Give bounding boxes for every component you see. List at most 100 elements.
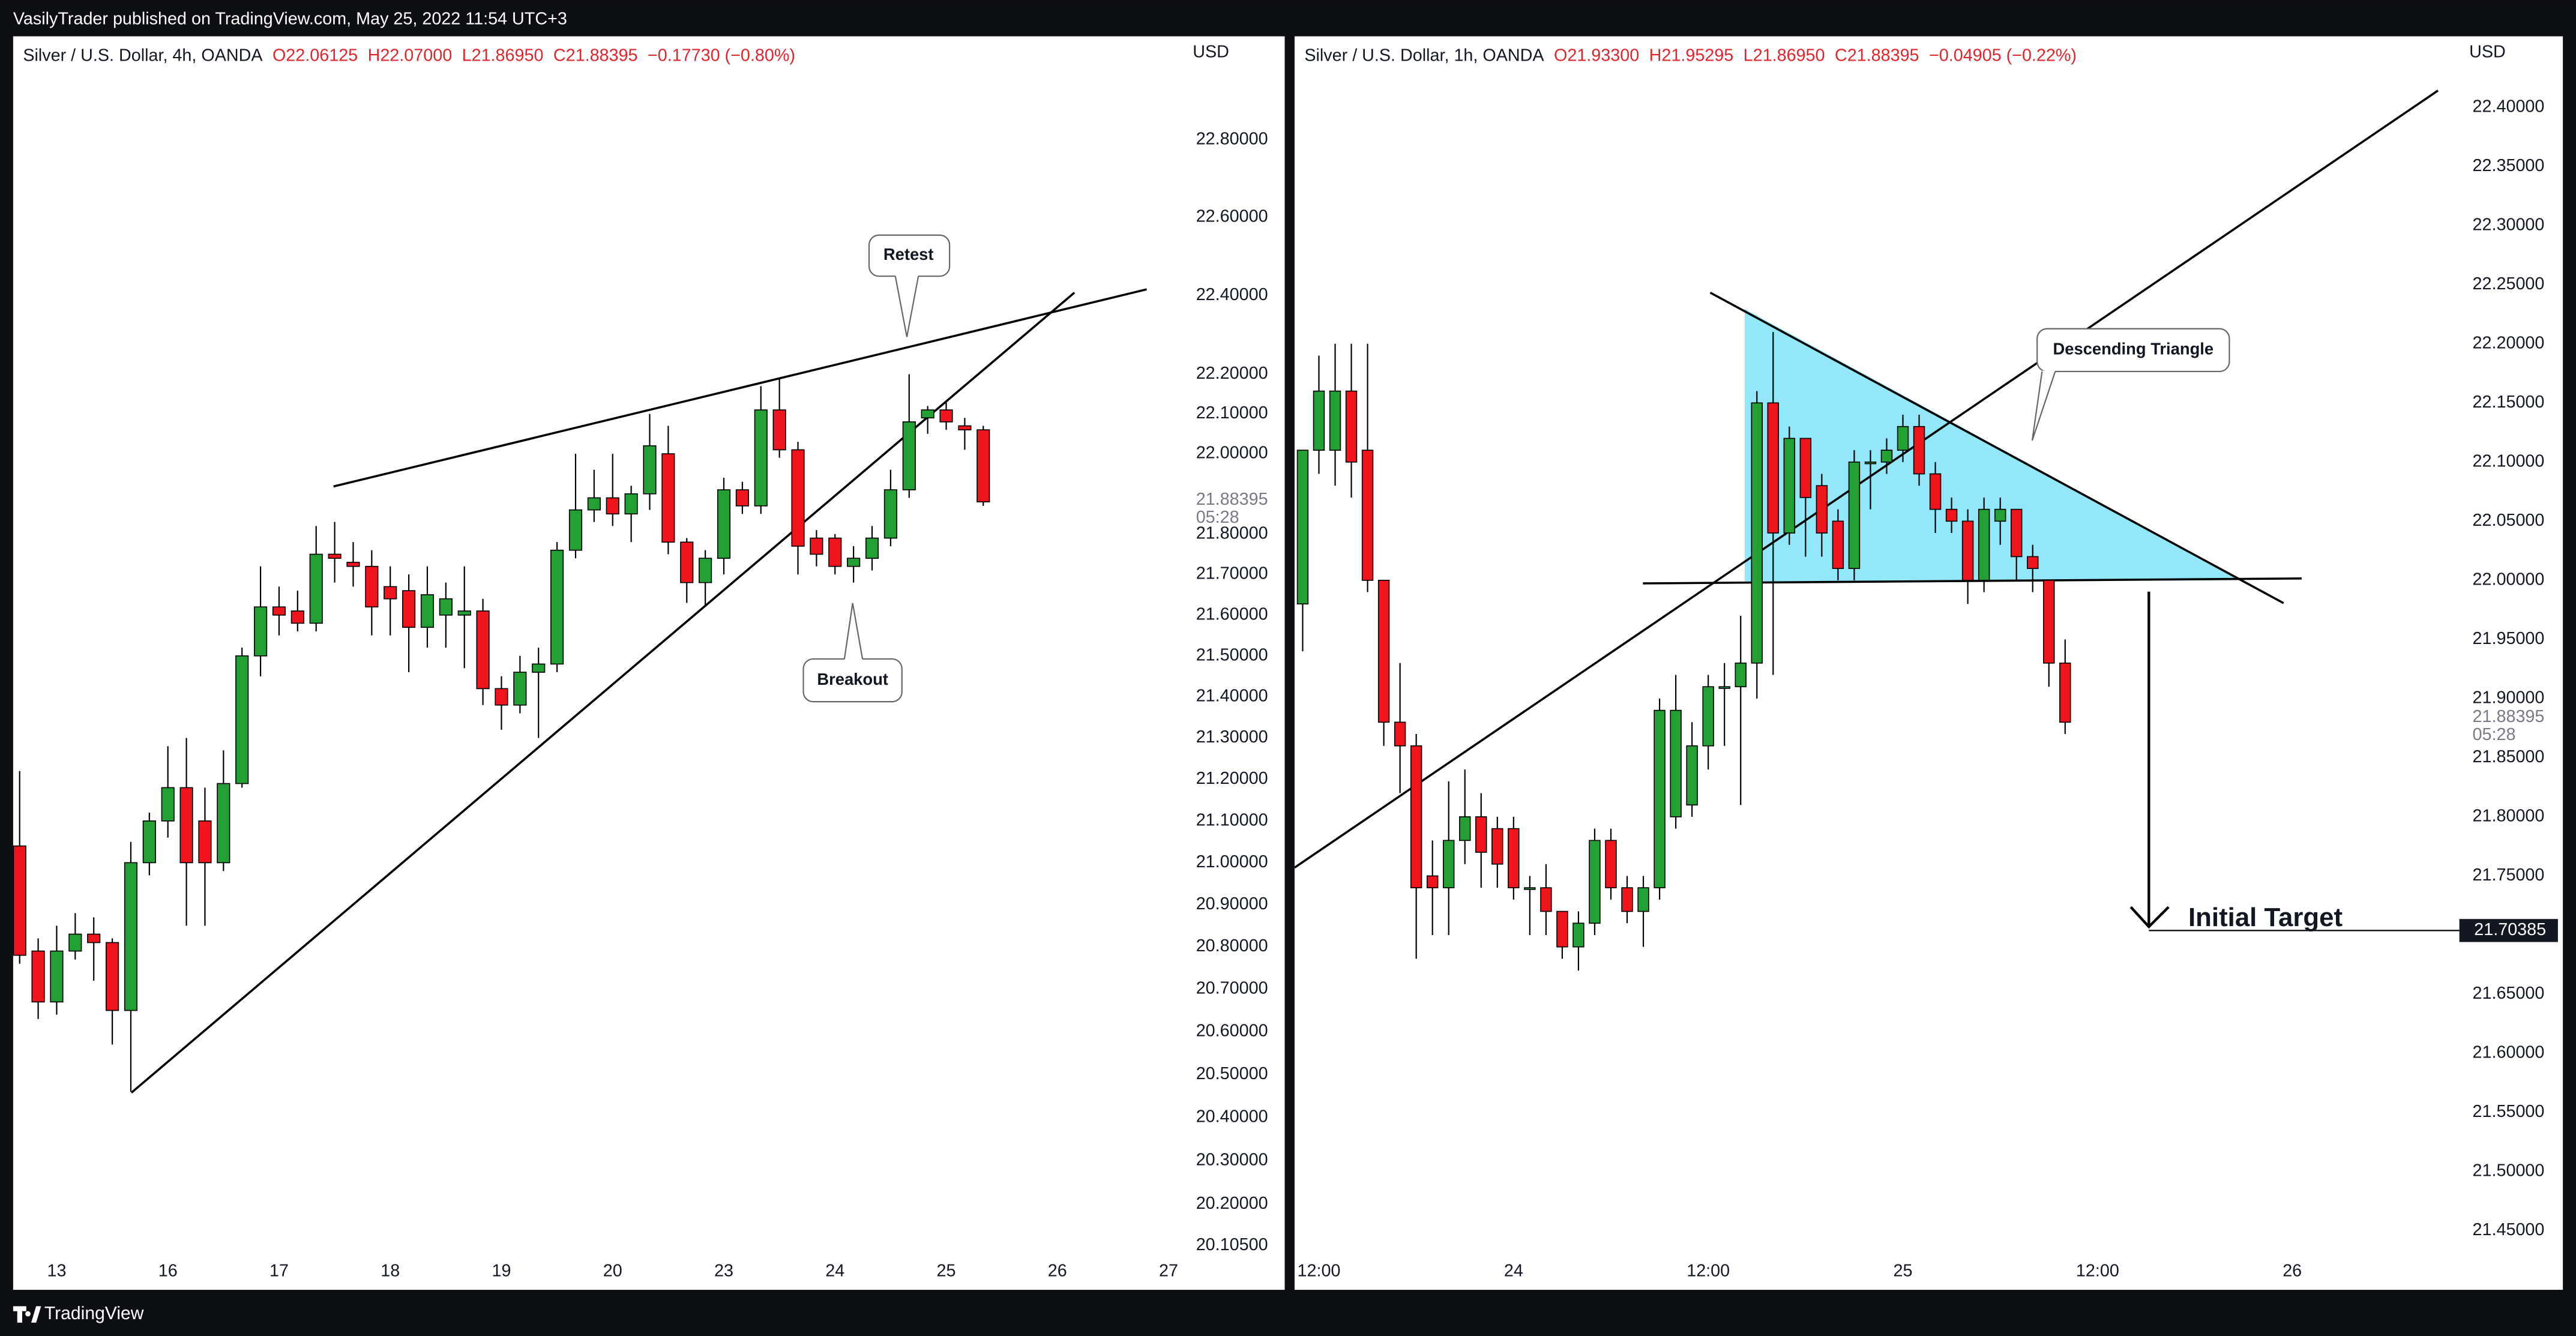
candle-body [680, 541, 694, 583]
candle-body [1524, 887, 1536, 890]
x-tick-label: 19 [492, 1262, 511, 1281]
candle-body [309, 553, 323, 624]
y-tick-label: 21.60000 [1196, 604, 1268, 624]
arrow-head [2129, 906, 2170, 929]
legend-item: O22.06125 [272, 46, 358, 65]
candle-body [902, 421, 916, 490]
target-price-bg [2459, 919, 2558, 942]
candle-body [1572, 922, 1584, 948]
candle-body [13, 845, 26, 956]
y-tick-label: 21.30000 [1196, 727, 1268, 747]
candle-body [124, 862, 138, 1011]
last-price-bg [1191, 489, 1277, 523]
candle-body [532, 663, 546, 673]
countdown: 05:28 [2473, 725, 2516, 744]
candle-body [791, 449, 805, 547]
candle-body [1767, 402, 1780, 534]
candle-body [643, 445, 657, 495]
upper-trendline [333, 288, 1148, 488]
y-tick-label: 21.95000 [2473, 629, 2545, 648]
legend-item: L21.86950 [1744, 46, 1825, 65]
candle-body [1735, 662, 1747, 688]
candle-body [106, 942, 119, 1011]
right-panel [1294, 36, 2563, 1290]
candle-body [1978, 508, 1990, 581]
candle-body [235, 655, 249, 784]
candle-body [198, 820, 212, 864]
annotation: Retest [883, 245, 934, 263]
last-price: 21.88395 [2473, 707, 2545, 726]
candle-body [1345, 390, 1358, 463]
candle-body [1702, 686, 1714, 747]
legend-item: C21.88395 [553, 46, 638, 65]
candle-body [1637, 887, 1649, 912]
candle-body [1589, 840, 1601, 924]
candle-body [1621, 887, 1633, 912]
y-tick-label: 20.50000 [1196, 1064, 1268, 1083]
y-tick-label: 22.35000 [2473, 156, 2545, 175]
ascending-line [1293, 89, 2439, 869]
y-tick-label: 22.10000 [1196, 403, 1268, 423]
left-panel [13, 36, 1285, 1290]
y-tick-label: 20.80000 [1196, 936, 1268, 955]
y-tick-label: 22.25000 [2473, 274, 2545, 293]
legend-item: C21.88395 [1835, 46, 1919, 65]
chart-layer: Silver / U.S. Dollar, 4h, OANDA O22.06125… [13, 42, 2558, 1281]
x-tick-label: 12:00 [2076, 1262, 2119, 1281]
x-tick-label: 26 [2283, 1262, 2302, 1281]
candle-body [606, 497, 619, 515]
last-price: 21.88395 [1196, 490, 1268, 509]
x-tick-label: 20 [603, 1262, 622, 1281]
candle-body [346, 562, 360, 567]
candle-body [699, 558, 712, 583]
y-tick-label: 20.70000 [1196, 979, 1268, 998]
legend: Silver / U.S. Dollar, 4h, OANDA O22.06125… [23, 46, 795, 65]
y-tick-label: 21.50000 [2473, 1161, 2545, 1181]
y-tick-label: 20.20000 [1196, 1194, 1268, 1213]
candle-body [568, 509, 583, 551]
x-tick-label: 17 [269, 1262, 289, 1281]
legend: Silver / U.S. Dollar, 1h, OANDA O21.93300… [1304, 46, 2077, 65]
candle-body [50, 950, 64, 1003]
y-tick-label: 21.90000 [2473, 688, 2545, 707]
footer-brand: TradingView [44, 1304, 144, 1323]
candle-body [977, 429, 990, 502]
footer-logo [13, 1306, 41, 1323]
x-tick-label: 13 [47, 1262, 66, 1281]
candle-body [1961, 520, 1974, 581]
candle-body [847, 558, 861, 567]
candle-body [1475, 816, 1487, 853]
candle-body [1913, 426, 1925, 475]
legend-item: H21.95295 [1649, 46, 1734, 65]
y-tick-label: 21.10000 [1196, 810, 1268, 829]
y-tick-label: 20.30000 [1196, 1151, 1268, 1170]
legend-item: Silver / U.S. Dollar, 4h, OANDA [23, 46, 263, 65]
candle-body [1929, 473, 1942, 510]
candle-body [1654, 709, 1666, 888]
candle-body [958, 425, 972, 431]
candle-body [495, 688, 508, 706]
candle-body [1296, 450, 1309, 605]
candle-body [1848, 462, 1861, 569]
y-tick-label: 22.00000 [1196, 444, 1268, 463]
y-tick-label: 22.30000 [2473, 215, 2545, 234]
left-drawings [130, 288, 1148, 1094]
x-tick-label: 26 [1048, 1262, 1067, 1281]
candle-body [513, 672, 527, 706]
candle-body [365, 565, 379, 608]
candle-body [1410, 745, 1422, 888]
legend-item: Silver / U.S. Dollar, 1h, OANDA [1304, 46, 1544, 65]
candle-body [1394, 721, 1406, 747]
candle-body [1377, 580, 1390, 723]
candle-body [68, 933, 82, 952]
candle-body [2043, 580, 2055, 664]
y-tick-label: 21.20000 [1196, 769, 1268, 788]
y-tick-label: 21.60000 [2473, 1043, 2545, 1062]
x-tick-label: 12:00 [1298, 1262, 1341, 1281]
candle-body [1443, 840, 1455, 888]
y-tick-label: 21.80000 [1196, 523, 1268, 543]
y-tick-label: 22.20000 [1196, 364, 1268, 383]
legend-item: L21.86950 [462, 46, 544, 65]
y-tick-label: 22.10000 [2473, 451, 2545, 471]
y-tick-label: 21.85000 [2473, 747, 2545, 766]
